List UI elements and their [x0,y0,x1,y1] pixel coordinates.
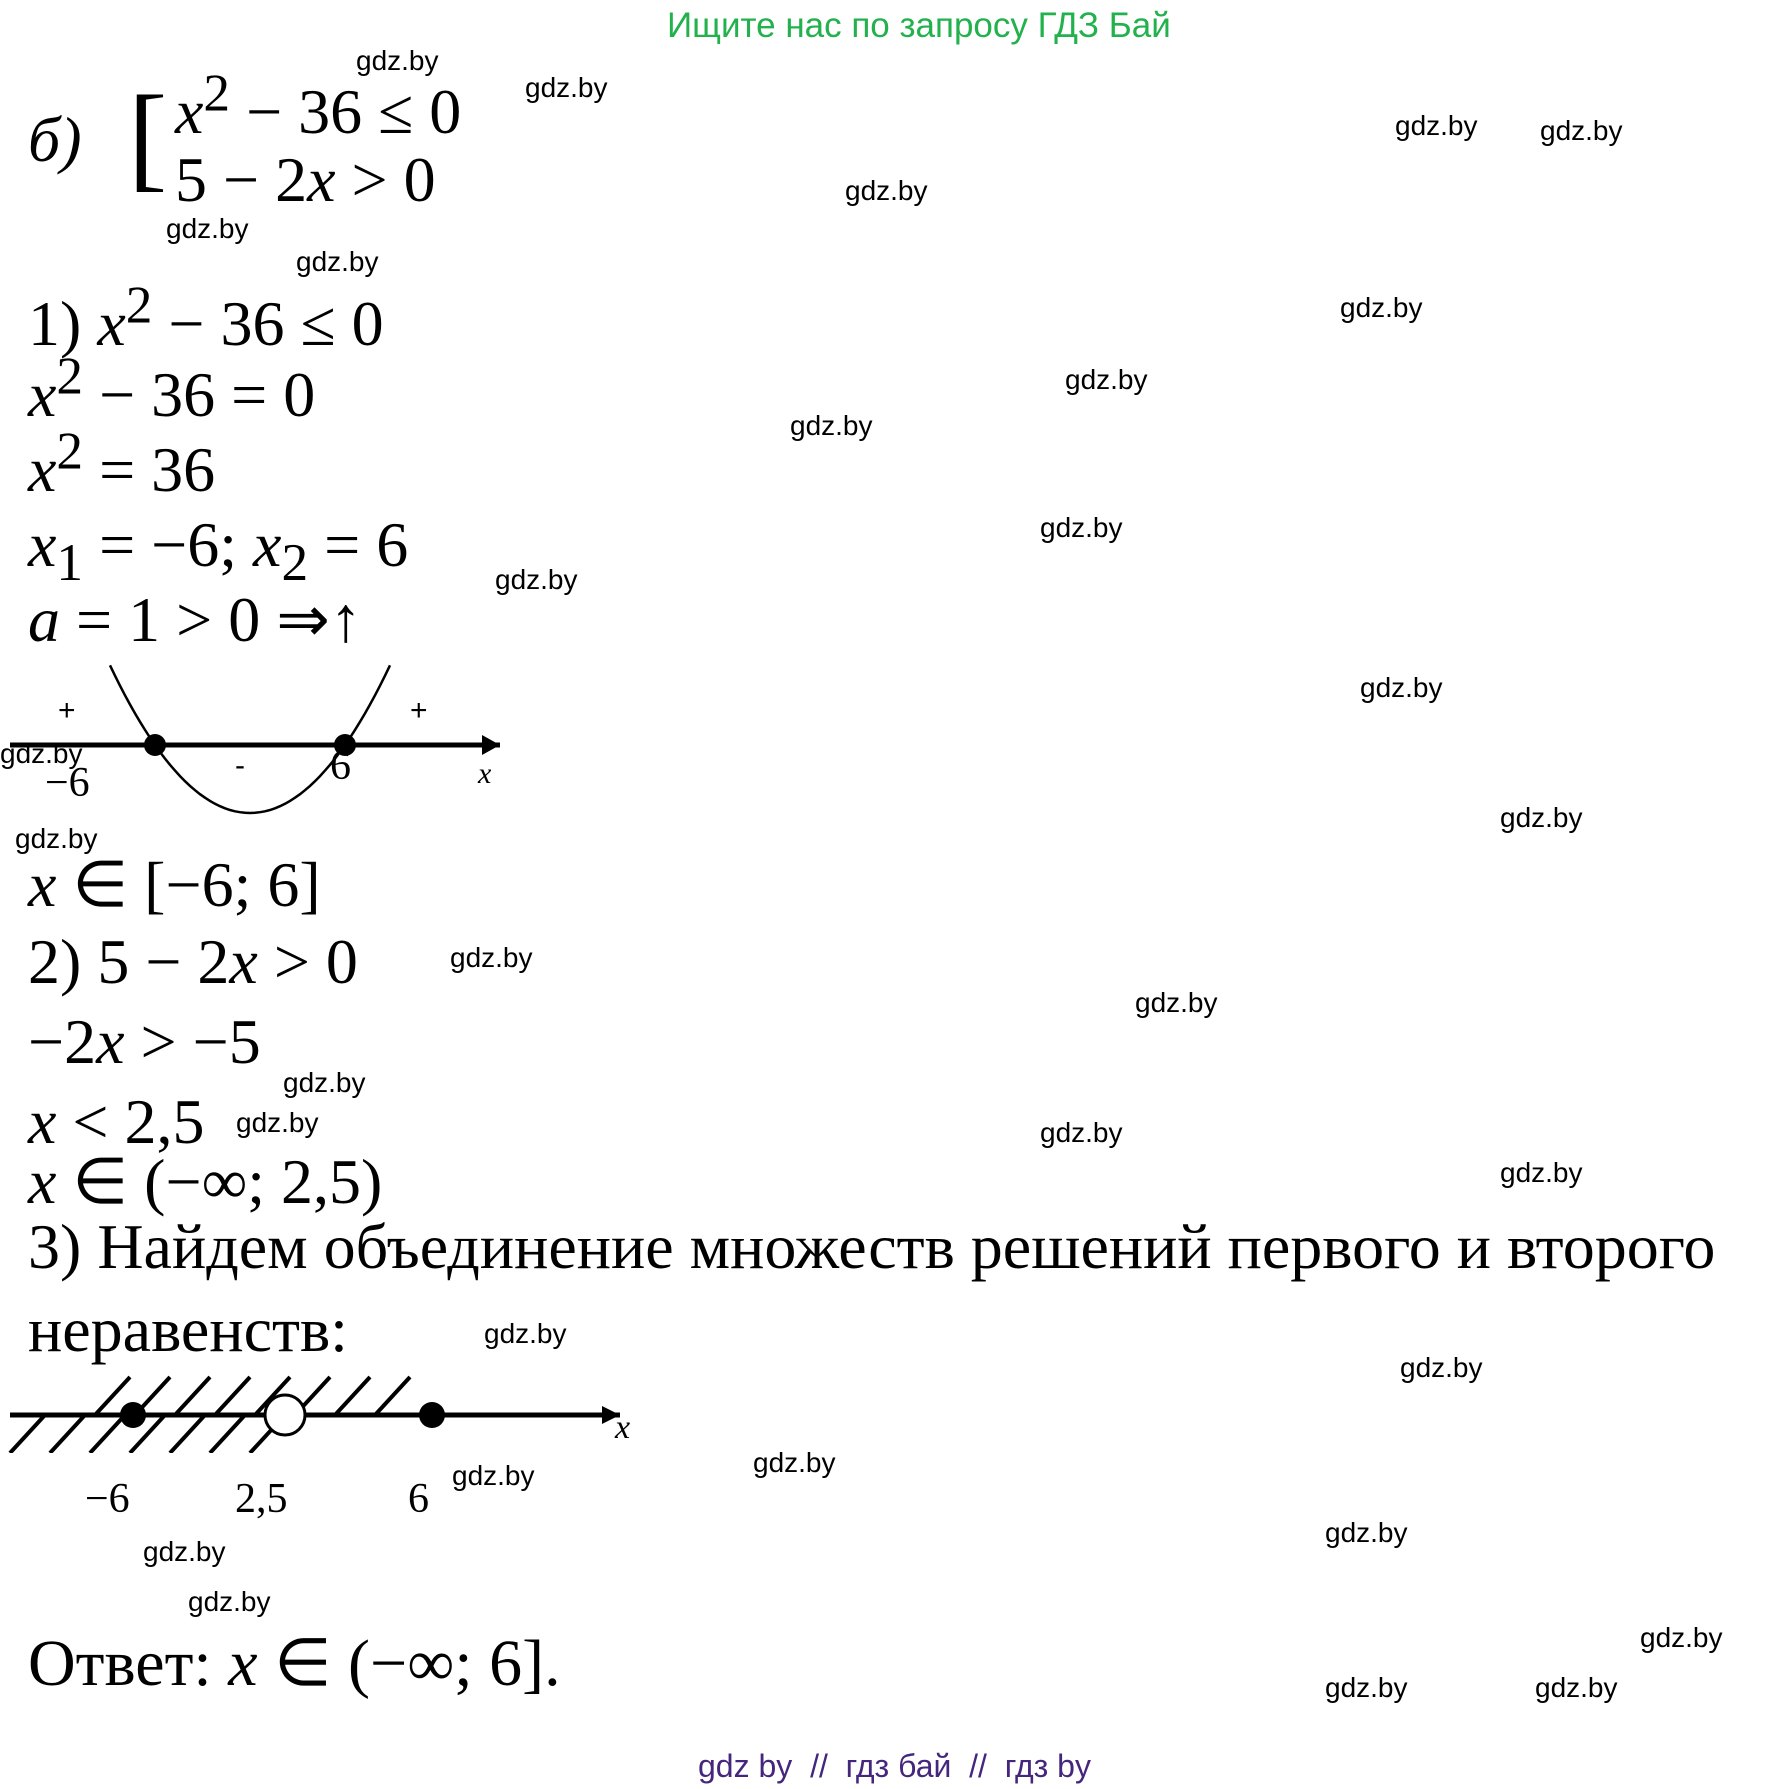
svg-text:x: x [614,1409,630,1446]
svg-text:+: + [58,694,76,727]
svg-text:x: x [477,757,492,790]
svg-text:-: - [235,749,245,782]
svg-text:+: + [410,694,428,727]
